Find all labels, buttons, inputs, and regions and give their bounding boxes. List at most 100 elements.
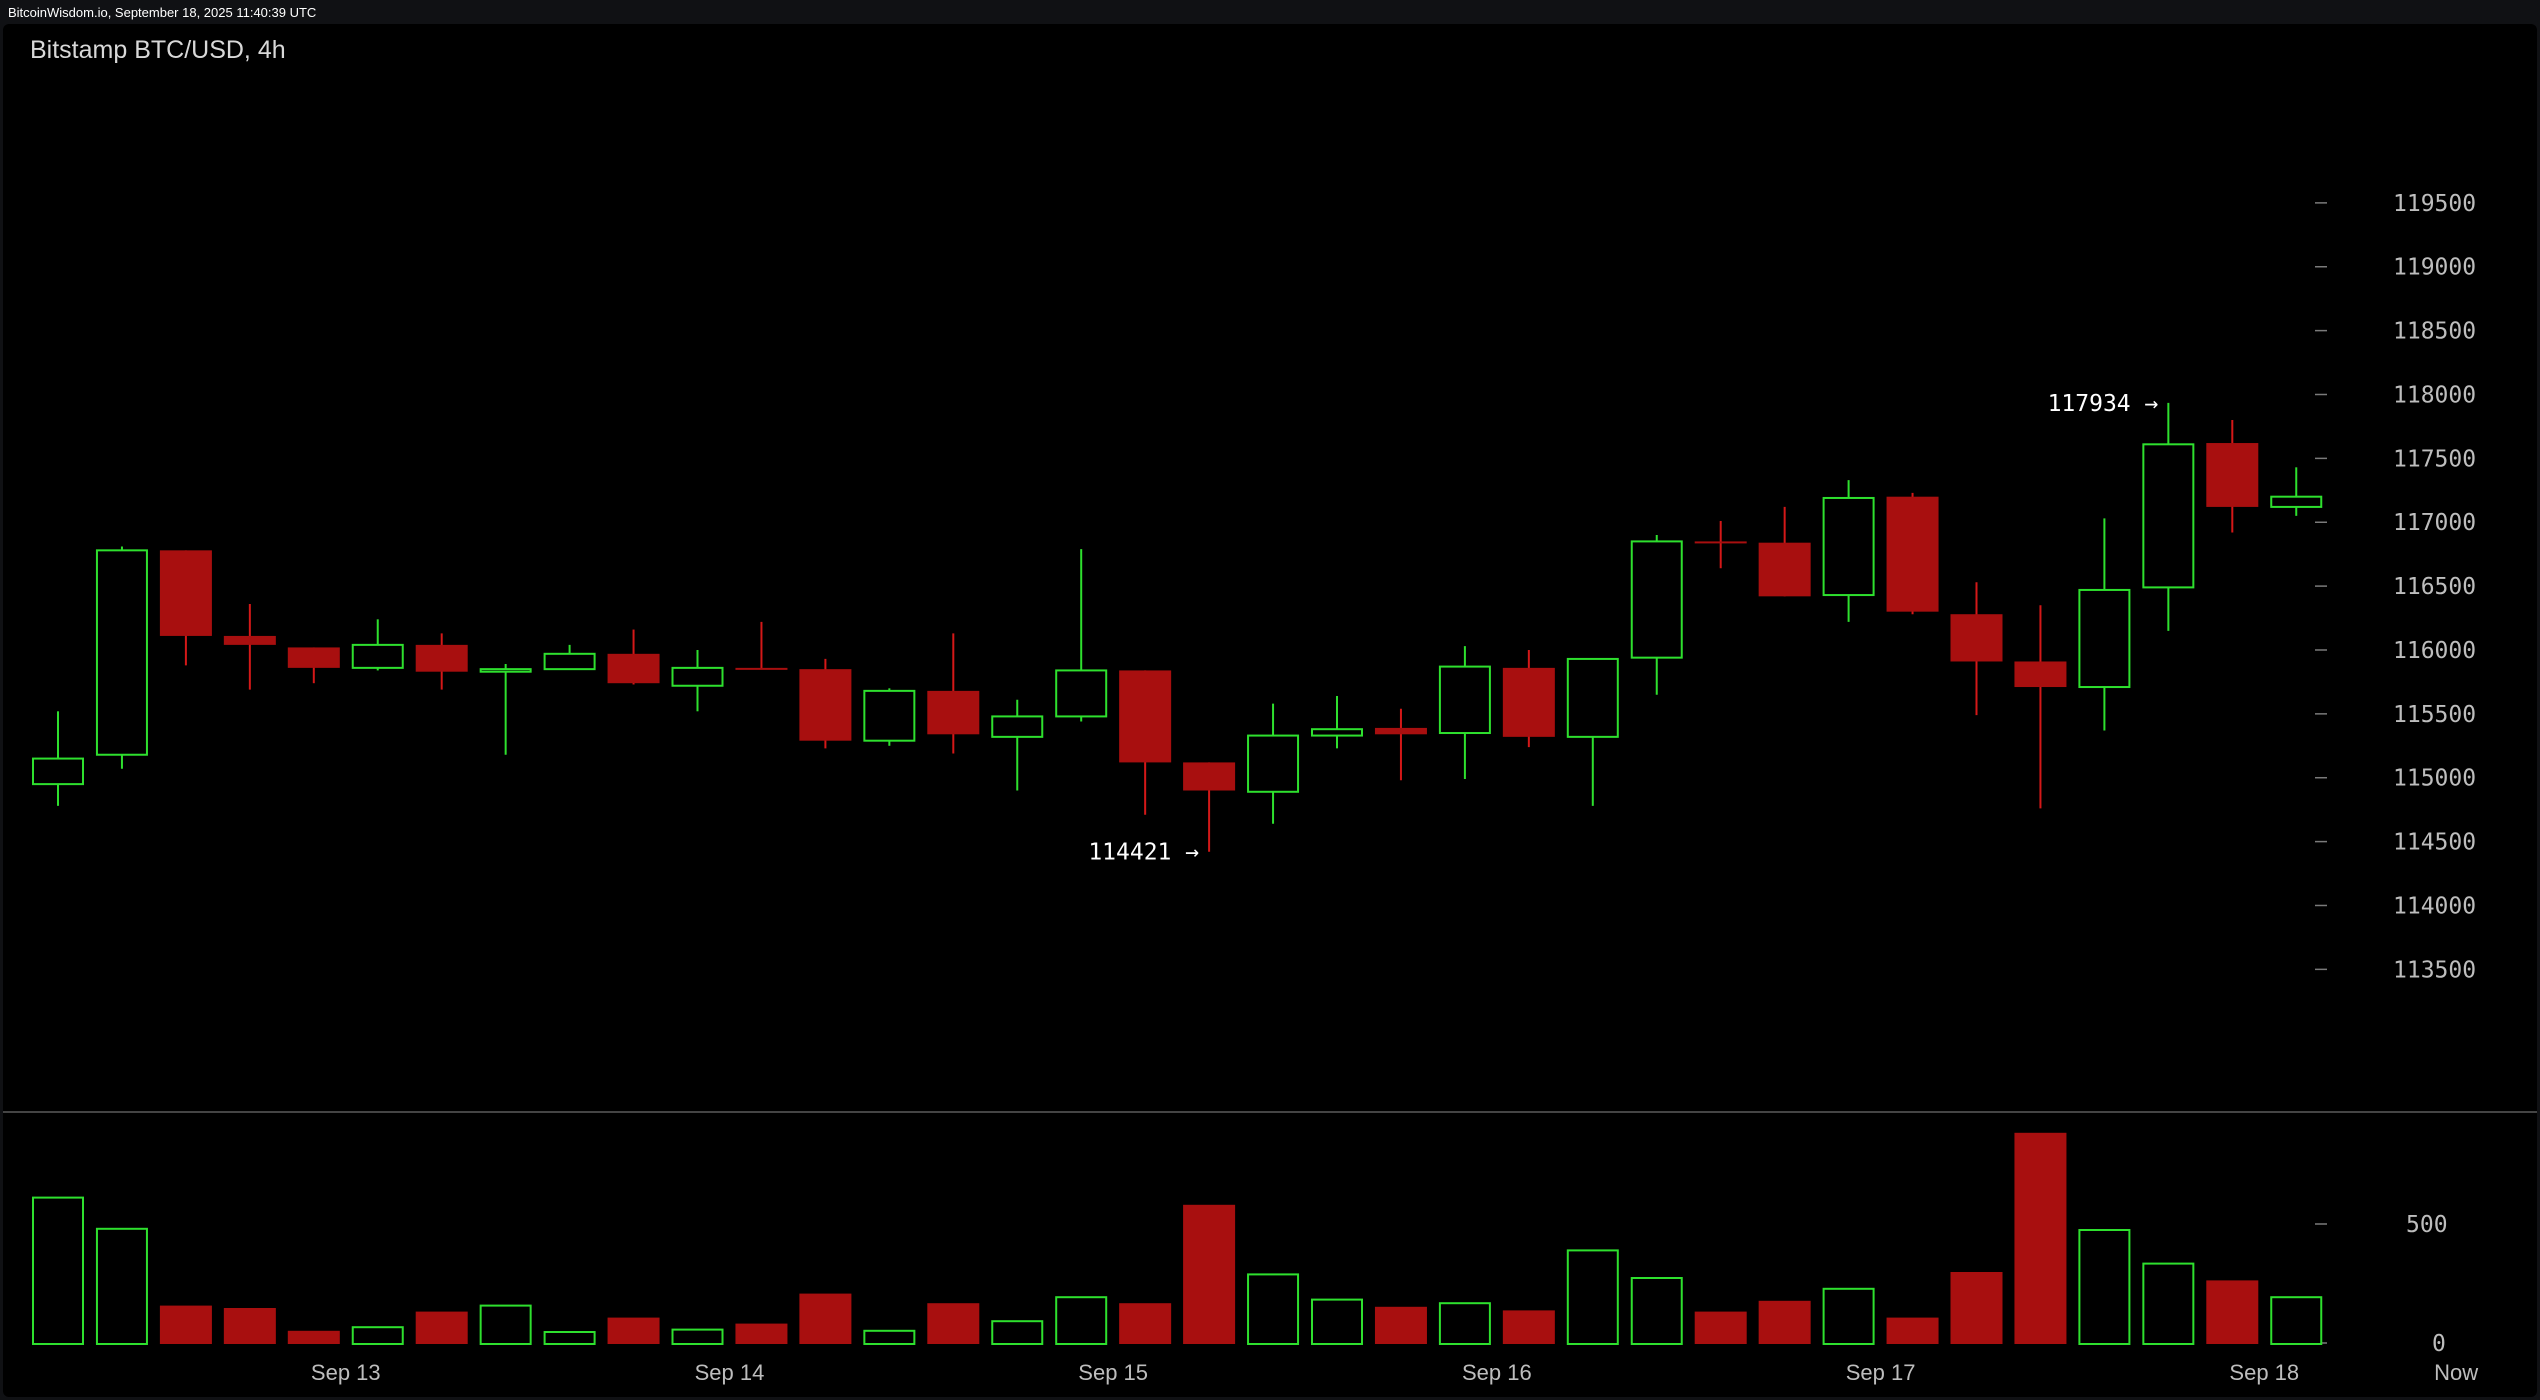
price-tick-label: 118500 bbox=[2393, 319, 2476, 345]
volume-bar-down bbox=[223, 1308, 276, 1344]
candle-body-down bbox=[1502, 667, 1555, 737]
candle-body-up bbox=[2270, 495, 2323, 508]
candle-body-up bbox=[543, 652, 596, 671]
volume-bar-down bbox=[799, 1293, 852, 1344]
candle-body-up bbox=[863, 689, 916, 742]
price-tick-label: 117000 bbox=[2393, 510, 2476, 536]
volume-bar-up bbox=[479, 1304, 532, 1345]
candle-body-up bbox=[1247, 734, 1300, 793]
volume-bar-down bbox=[1119, 1303, 1172, 1344]
low-price-annotation: 114421 → bbox=[1088, 840, 1199, 866]
volume-bar-up bbox=[1311, 1298, 1363, 1345]
candle-body-up bbox=[351, 643, 404, 669]
candle-body-up bbox=[1566, 657, 1619, 738]
volume-bar-down bbox=[607, 1317, 660, 1344]
candle-body-down bbox=[799, 669, 852, 741]
candle-body-down bbox=[1374, 727, 1427, 735]
volume-bar-down bbox=[415, 1311, 468, 1344]
price-tick-label: 116500 bbox=[2393, 574, 2476, 600]
volume-bar-up bbox=[1055, 1296, 1108, 1345]
volume-bar-down bbox=[1886, 1317, 1939, 1344]
volume-bar-down bbox=[1374, 1306, 1427, 1344]
candle-body-up bbox=[1630, 540, 1683, 659]
price-candles bbox=[32, 402, 2323, 852]
volume-bar-down bbox=[1758, 1300, 1811, 1344]
date-tick-label: Sep 18 bbox=[2229, 1360, 2299, 1385]
chart-panel: 113500 114000 114500 115000 115500 116000 1165… bbox=[3, 24, 2537, 1397]
candle-body-down bbox=[1119, 670, 1172, 763]
date-tick-label: Sep 13 bbox=[311, 1360, 381, 1385]
volume-tick-label: 500 bbox=[2406, 1212, 2448, 1238]
date-tick-label: Sep 14 bbox=[695, 1360, 765, 1385]
volume-bar-up bbox=[1566, 1249, 1619, 1346]
volume-bar-up bbox=[2078, 1229, 2131, 1345]
volume-bar-up bbox=[671, 1328, 724, 1345]
high-price-annotation: 117934 → bbox=[2048, 391, 2159, 417]
volume-bar-down bbox=[2014, 1132, 2067, 1344]
volume-bar-up bbox=[2270, 1296, 2323, 1345]
volume-bar-down bbox=[735, 1323, 788, 1344]
volume-bar-down bbox=[1950, 1272, 2003, 1344]
candle-body-down bbox=[1183, 762, 1236, 791]
price-axis-ticks bbox=[3, 202, 2537, 1344]
price-tick-label: 115500 bbox=[2393, 702, 2476, 728]
price-tick-label: 114000 bbox=[2393, 893, 2476, 919]
volume-bar-down bbox=[1502, 1310, 1555, 1344]
candle-body-down bbox=[1886, 496, 1939, 612]
header-timestamp-text: BitcoinWisdom.io, September 18, 2025 11:… bbox=[8, 5, 317, 20]
candle-body-down bbox=[1694, 541, 1747, 544]
candle-body-up bbox=[479, 668, 532, 673]
volume-bar-up bbox=[95, 1227, 148, 1346]
volume-bar-down bbox=[287, 1330, 340, 1344]
candle-body-down bbox=[415, 644, 468, 672]
chart-title: Bitstamp BTC/USD, 4h bbox=[30, 36, 286, 64]
candle-body-up bbox=[671, 666, 724, 687]
candle-body-up bbox=[95, 549, 148, 756]
candle-body-down bbox=[927, 690, 980, 735]
candle-body-down bbox=[287, 647, 340, 668]
price-tick-label: 115000 bbox=[2393, 766, 2476, 792]
volume-bar-down bbox=[1694, 1311, 1747, 1344]
volume-bar-up bbox=[991, 1320, 1044, 1345]
date-tick-label: Sep 16 bbox=[1462, 1360, 1532, 1385]
volume-bar-down bbox=[2206, 1280, 2259, 1344]
volume-bar-down bbox=[927, 1303, 980, 1344]
date-tick-label: Sep 15 bbox=[1078, 1360, 1148, 1385]
price-tick-label: 114500 bbox=[2393, 830, 2476, 856]
candle-body-up bbox=[2142, 443, 2195, 589]
price-tick-label: 119000 bbox=[2393, 255, 2476, 281]
candle-body-down bbox=[2014, 661, 2067, 688]
volume-bar-up bbox=[1630, 1277, 1683, 1345]
price-tick-label: 118000 bbox=[2393, 382, 2476, 408]
price-annotations: 117934 → 114421 → bbox=[1088, 391, 2158, 866]
volume-bar-down bbox=[159, 1305, 212, 1344]
candle-body-up bbox=[1438, 665, 1491, 735]
candle-body-down bbox=[607, 653, 660, 684]
candle-body-up bbox=[2078, 588, 2131, 689]
date-tick-label: Sep 17 bbox=[1846, 1360, 1916, 1385]
candle-body-down bbox=[2206, 443, 2259, 507]
volume-bar-down bbox=[1183, 1204, 1236, 1344]
volume-bar-up bbox=[32, 1196, 84, 1345]
price-tick-label: 116000 bbox=[2393, 638, 2476, 664]
candle-body-up bbox=[1822, 496, 1875, 597]
volume-bar-up bbox=[543, 1331, 596, 1345]
volume-bar-up bbox=[863, 1329, 916, 1346]
candle-body-down bbox=[159, 550, 212, 636]
top-header-bar: BitcoinWisdom.io, September 18, 2025 11:… bbox=[0, 0, 2540, 24]
candle-body-down bbox=[735, 667, 788, 670]
volume-bar-up bbox=[2142, 1262, 2195, 1345]
candle-body-up bbox=[991, 715, 1044, 738]
volume-bars bbox=[32, 1132, 2323, 1346]
price-tick-label: 119500 bbox=[2393, 191, 2476, 217]
volume-bar-up bbox=[1247, 1273, 1300, 1346]
axis-labels: 113500 114000 114500 115000 115500 116000 1165… bbox=[311, 191, 2478, 1385]
candle-body-up bbox=[32, 757, 84, 786]
candle-body-down bbox=[1758, 542, 1811, 597]
volume-bar-up bbox=[1822, 1287, 1875, 1346]
candle-body-down bbox=[1950, 614, 2003, 662]
volume-tick-label: 0 bbox=[2432, 1331, 2446, 1357]
candlestick-chart: 113500 114000 114500 115000 115500 116000 1165… bbox=[3, 191, 2537, 1385]
candle-body-down bbox=[223, 635, 276, 645]
candle-body-up bbox=[1055, 669, 1108, 718]
